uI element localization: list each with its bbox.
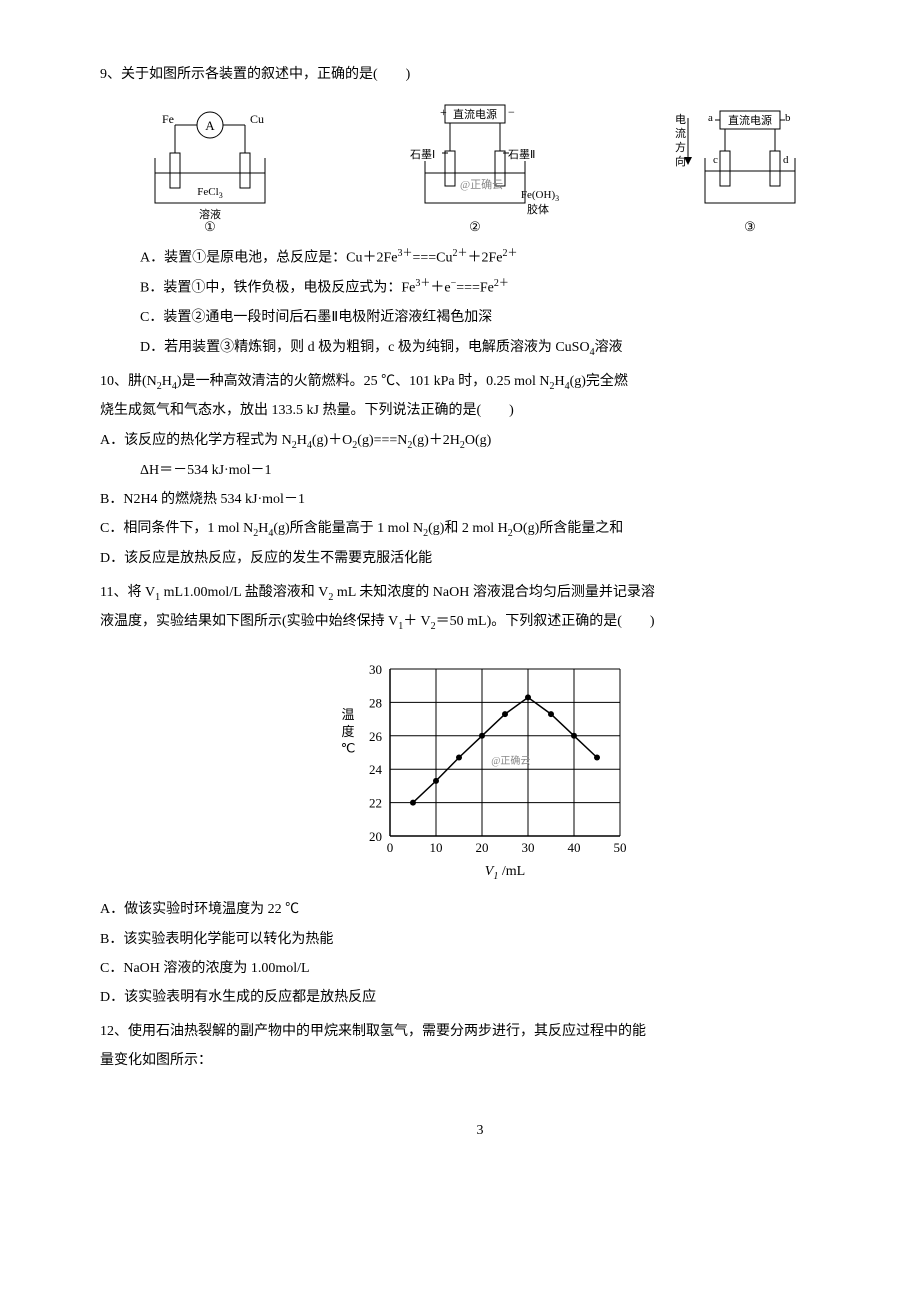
question-10: 10、肼(N2H4)是一种高效清洁的火箭燃料。25 ℃、101 kPa 时，0.… — [100, 367, 860, 574]
device-3-svg: 电 流 方 向 直流电源 a b c d ③ — [670, 103, 820, 233]
q10-opt-a-dh: ΔH＝－534 kJ·mol－1 — [140, 456, 860, 485]
svg-text:24: 24 — [369, 762, 383, 777]
svg-text:28: 28 — [369, 696, 382, 711]
device-2-num: ② — [469, 219, 481, 233]
q11-stem: 11、将 V1 mL1.00mol/L 盐酸溶液和 V2 mL 未知浓度的 Na… — [100, 578, 860, 608]
q9-stem: 9、关于如图所示各装置的叙述中，正确的是( ) — [100, 60, 860, 89]
q9-options: A．装置①是原电池，总反应是：Cu＋2Fe3＋===Cu2＋＋2Fe2＋ B．装… — [140, 243, 860, 362]
svg-text:40: 40 — [568, 840, 581, 855]
question-9: 9、关于如图所示各装置的叙述中，正确的是( ) A Fe Cu FeCl3 溶液… — [100, 60, 860, 363]
svg-text:@正确云: @正确云 — [491, 754, 530, 767]
q11-chart-svg: 0 10 20 30 40 50 20 22 24 26 28 30 温度 ℃ V1 /mL @正确云 — [320, 651, 640, 881]
svg-text:26: 26 — [369, 729, 383, 744]
q12-stem-line2: 量变化如图所示： — [100, 1046, 860, 1075]
svg-text:电: 电 — [675, 113, 686, 126]
dc-source-label: 直流电源 — [453, 107, 497, 121]
dc-source-3-label: 直流电源 — [728, 113, 772, 127]
d-label: d — [783, 154, 789, 166]
svg-text:10: 10 — [430, 840, 443, 855]
q9-opt-c: C．装置②通电一段时间后石墨Ⅱ电极附近溶液红褐色加深 — [140, 303, 860, 332]
device-1-svg: A Fe Cu FeCl3 溶液 ① — [140, 103, 280, 233]
q9-opt-b: B．装置①中，铁作负极，电极反应式为：Fe3＋＋e−===Fe2＋ — [140, 273, 860, 303]
q11-opt-d: D．该实验表明有水生成的反应都是放热反应 — [100, 983, 860, 1012]
device-1-num: ① — [204, 219, 216, 233]
device-3-num: ③ — [744, 219, 756, 233]
q10-stem-line2: 烧生成氮气和气态水，放出 133.5 kJ 热量。下列说法正确的是( ) — [100, 396, 860, 425]
svg-text:温: 温 — [341, 707, 354, 722]
svg-text:20: 20 — [369, 829, 382, 844]
svg-text:0: 0 — [387, 840, 394, 855]
svg-text:℃: ℃ — [341, 741, 356, 756]
q10-opt-a: A．该反应的热化学方程式为 N2H4(g)＋O2(g)===N2(g)＋2H2O… — [100, 426, 860, 456]
svg-text:−: − — [508, 105, 515, 119]
fe-label: Fe — [162, 112, 174, 126]
q10-opt-d: D．该反应是放热反应，反应的发生不需要克服活化能 — [100, 544, 860, 573]
fecl3-label: FeCl3 — [197, 186, 222, 200]
question-12: 12、使用石油热裂解的副产物中的甲烷来制取氢气，需要分两步进行，其反应过程中的能… — [100, 1017, 860, 1076]
svg-text:50: 50 — [614, 840, 627, 855]
a-label: a — [708, 112, 713, 124]
q11-opt-a: A．做该实验时环境温度为 22 ℃ — [100, 895, 860, 924]
cu-label: Cu — [250, 112, 264, 126]
watermark-2: @正确云 — [460, 178, 503, 191]
svg-text:22: 22 — [369, 796, 382, 811]
q10-opt-c: C．相同条件下，1 mol N2H4(g)所含能量高于 1 mol N2(g)和… — [100, 514, 860, 544]
svg-text:方: 方 — [675, 140, 686, 154]
q12-stem-line1: 12、使用石油热裂解的副产物中的甲烷来制取氢气，需要分两步进行，其反应过程中的能 — [100, 1017, 860, 1046]
q10-stem: 10、肼(N2H4)是一种高效清洁的火箭燃料。25 ℃、101 kPa 时，0.… — [100, 367, 860, 397]
colloid-label: 胶体 — [527, 202, 549, 216]
svg-text:30: 30 — [369, 662, 382, 677]
q9-opt-a: A．装置①是原电池，总反应是：Cu＋2Fe3＋===Cu2＋＋2Fe2＋ — [140, 243, 860, 273]
graphite-2-label: 石墨Ⅱ — [508, 148, 535, 161]
device-2-svg: 直流电源 + − 石墨Ⅰ 石墨Ⅱ @正确云 Fe(OH)3 胶体 ② — [390, 103, 560, 233]
q11-opt-b: B．该实验表明化学能可以转化为热能 — [100, 925, 860, 954]
c-label: c — [713, 154, 718, 166]
svg-text:流: 流 — [675, 126, 686, 140]
svg-text:30: 30 — [522, 840, 535, 855]
question-11: 11、将 V1 mL1.00mol/L 盐酸溶液和 V2 mL 未知浓度的 Na… — [100, 578, 860, 1013]
svg-text:V1 /mL: V1 /mL — [485, 864, 525, 881]
svg-text:20: 20 — [476, 840, 489, 855]
svg-text:+: + — [440, 105, 447, 119]
page-number: 3 — [100, 1116, 860, 1145]
b-label: b — [785, 112, 791, 124]
svg-text:向: 向 — [675, 154, 686, 168]
svg-text:度: 度 — [341, 724, 354, 739]
ammeter-label: A — [205, 118, 215, 133]
feoh3-label: Fe(OH)3 — [521, 189, 559, 203]
q11-opt-c: C．NaOH 溶液的浓度为 1.00mol/L — [100, 954, 860, 983]
graphite-1-label: 石墨Ⅰ — [410, 148, 435, 161]
q11-chart: 0 10 20 30 40 50 20 22 24 26 28 30 温度 ℃ V1 /mL @正确云 — [100, 651, 860, 881]
q10-opt-b: B．N2H4 的燃烧热 534 kJ·mol－1 — [100, 485, 860, 514]
q11-stem-line2: 液温度，实验结果如下图所示(实验中始终保持 V1＋ V2＝50 mL)。下列叙述… — [100, 607, 860, 637]
q9-opt-d: D．若用装置③精炼铜，则 d 极为粗铜，c 极为纯铜，电解质溶液为 CuSO4溶… — [140, 333, 860, 363]
q9-diagram-row: A Fe Cu FeCl3 溶液 ① 直流电源 + − 石墨Ⅰ 石墨Ⅱ — [100, 103, 860, 233]
